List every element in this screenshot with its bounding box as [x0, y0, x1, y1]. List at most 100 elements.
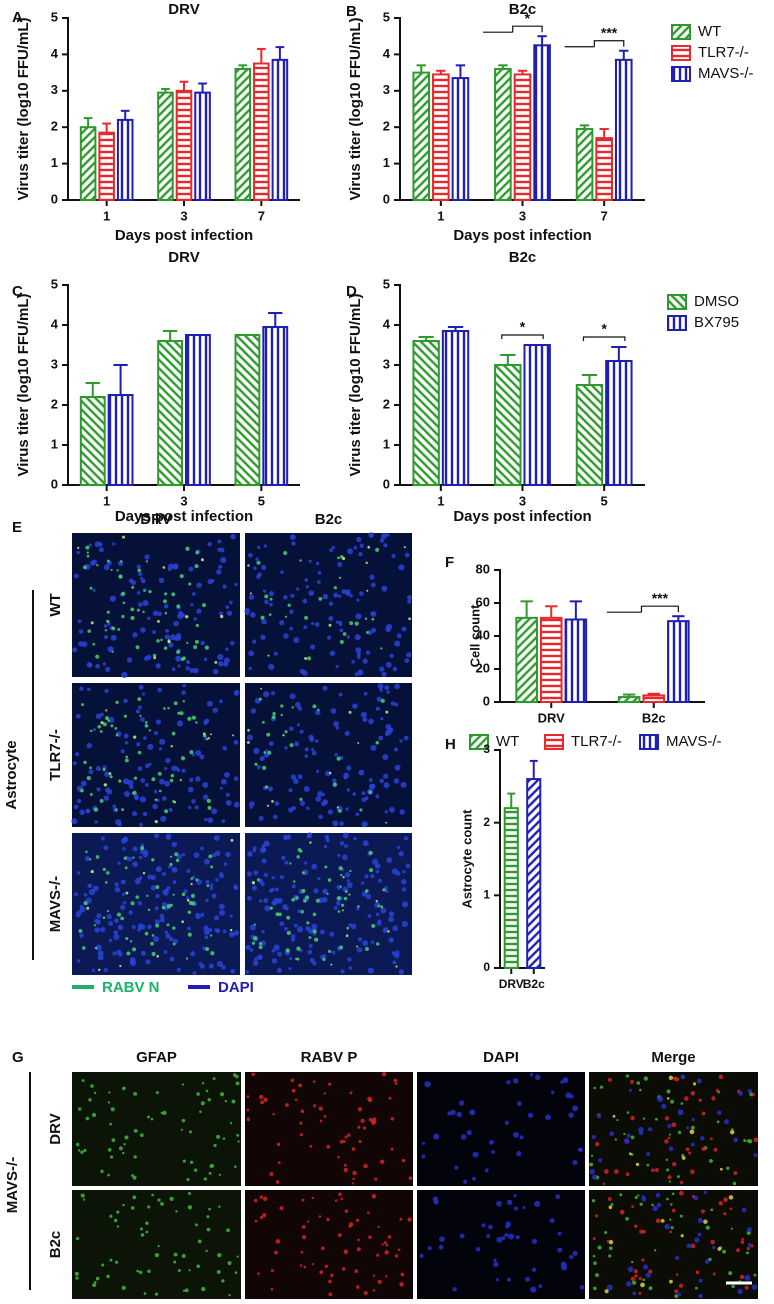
cell-signal	[260, 634, 266, 640]
cell-signal	[703, 1219, 708, 1224]
cell-signal	[281, 855, 286, 861]
cell-signal	[169, 808, 173, 812]
cell-signal	[169, 862, 173, 867]
cell-signal	[79, 906, 86, 913]
cell-signal	[325, 1264, 329, 1268]
cell-signal	[353, 545, 358, 550]
cell-signal	[337, 1155, 340, 1159]
cell-signal	[387, 1235, 392, 1239]
cell-signal	[257, 954, 263, 961]
cell-signal	[391, 951, 396, 955]
cell-signal	[143, 656, 149, 662]
cell-signal	[205, 1089, 209, 1093]
cell-signal	[187, 1205, 193, 1210]
cell-signal	[117, 912, 121, 917]
cell-signal	[705, 1225, 710, 1230]
cell-signal	[308, 936, 312, 939]
cell-signal	[296, 946, 301, 951]
cell-signal	[297, 909, 302, 914]
cell-signal	[654, 1168, 659, 1172]
cell-signal	[280, 570, 284, 574]
cell-signal	[692, 1082, 697, 1086]
cell-signal	[403, 836, 408, 841]
cell-signal	[195, 912, 199, 917]
cell-signal	[656, 1202, 662, 1208]
cell-signal	[193, 667, 199, 674]
cell-signal	[151, 951, 156, 957]
cell-signal	[131, 925, 136, 930]
cell-signal	[190, 882, 193, 886]
cell-signal	[303, 1265, 307, 1269]
cell-signal	[349, 593, 353, 598]
cell-signal	[120, 838, 127, 844]
cell-signal	[450, 1109, 456, 1116]
bracket	[501, 334, 544, 339]
cell-signal	[233, 776, 239, 781]
cell-signal	[332, 820, 339, 827]
cell-signal	[195, 721, 198, 724]
cell-signal	[204, 645, 209, 650]
cell-signal	[73, 573, 79, 579]
cell-signal	[723, 1197, 728, 1202]
bracket	[593, 40, 625, 47]
cell-signal	[161, 902, 167, 907]
cell-signal	[700, 1136, 705, 1141]
cell-signal	[225, 605, 230, 609]
cell-signal	[181, 768, 186, 773]
group-label: Astrocyte	[3, 740, 20, 809]
cell-signal	[331, 545, 336, 550]
cell-signal	[698, 1098, 702, 1102]
cell-signal	[123, 856, 127, 860]
cell-signal	[346, 788, 351, 792]
cell-signal	[463, 1179, 468, 1184]
cell-signal	[193, 852, 200, 858]
cell-signal	[145, 763, 150, 769]
cell-signal	[213, 1143, 217, 1148]
cell-signal	[746, 1246, 750, 1251]
cell-signal	[322, 888, 328, 895]
cell-signal	[219, 909, 226, 916]
cell-signal	[421, 1154, 426, 1159]
cell-signal	[147, 616, 151, 621]
cell-signal	[131, 811, 138, 817]
cell-signal	[216, 1269, 221, 1274]
cell-signal	[356, 1247, 361, 1252]
cell-signal	[731, 1128, 734, 1131]
cell-signal	[282, 834, 289, 841]
cell-signal	[626, 1133, 631, 1138]
cell-signal	[231, 1099, 236, 1104]
cell-signal	[94, 541, 101, 548]
cell-signal	[253, 747, 260, 755]
cell-signal	[77, 546, 80, 549]
cell-signal	[253, 1198, 258, 1203]
cell-signal	[85, 808, 91, 814]
cell-signal	[117, 924, 124, 931]
cell-signal	[208, 927, 213, 933]
cell-signal	[285, 1103, 289, 1107]
cell-signal	[157, 1244, 160, 1248]
cell-signal	[88, 889, 96, 896]
cell-signal	[105, 709, 108, 712]
cell-signal	[122, 778, 130, 785]
bar	[526, 778, 542, 969]
cell-signal	[170, 634, 176, 641]
cell-signal	[744, 1285, 749, 1290]
cell-signal	[466, 1129, 472, 1136]
legend-label: WT	[496, 733, 519, 750]
cell-signal	[114, 727, 118, 730]
cell-signal	[655, 1192, 661, 1198]
cell-signal	[249, 801, 255, 807]
cell-signal	[162, 872, 166, 877]
cell-signal	[748, 1139, 753, 1144]
cell-signal	[181, 690, 186, 695]
cell-signal	[661, 1103, 667, 1109]
cell-signal	[677, 1130, 682, 1135]
cell-signal	[254, 957, 258, 961]
cell-signal	[744, 1275, 751, 1281]
cell-signal	[202, 732, 206, 736]
cell-signal	[313, 1104, 317, 1108]
cell-signal	[300, 1109, 305, 1114]
cell-signal	[203, 925, 209, 931]
cell-signal	[219, 699, 223, 704]
y-tick-label: 40	[476, 627, 490, 642]
